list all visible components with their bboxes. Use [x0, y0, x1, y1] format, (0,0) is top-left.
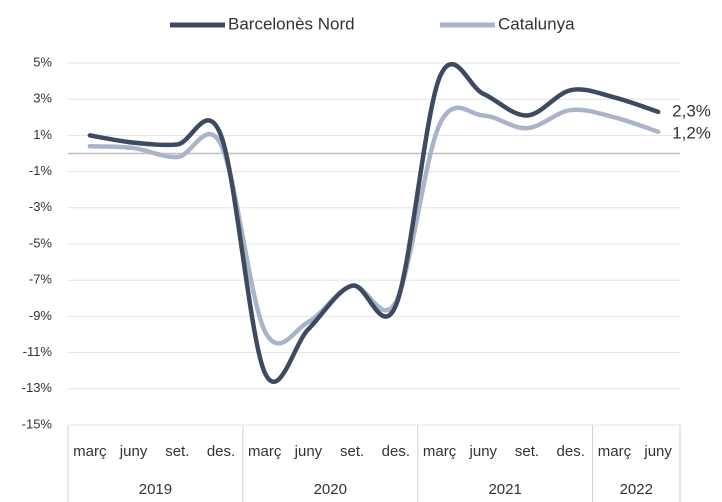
x-tick-label: març: [598, 443, 632, 460]
x-tick-label: març: [73, 443, 107, 460]
y-tick-label: -7%: [29, 272, 53, 287]
data-label: 2,3%: [672, 101, 711, 120]
y-tick-label: 3%: [33, 91, 52, 106]
x-group-label: 2020: [314, 481, 347, 498]
series-line: [87, 61, 661, 384]
x-tick-label: des.: [382, 443, 410, 460]
legend-label: Barcelonès Nord: [228, 14, 355, 33]
y-tick-label: -5%: [29, 235, 53, 250]
x-tick-label: març: [423, 443, 457, 460]
y-tick-label: -3%: [29, 199, 53, 214]
y-tick-label: -9%: [29, 308, 53, 323]
y-tick-label: -15%: [22, 416, 53, 431]
x-tick-label: set.: [515, 443, 539, 460]
x-tick-label: juny: [119, 443, 148, 460]
x-tick-label: juny: [294, 443, 323, 460]
legend-label: Catalunya: [498, 14, 575, 33]
x-tick-label: des.: [207, 443, 235, 460]
x-tick-label: des.: [557, 443, 585, 460]
x-tick-label: juny: [643, 443, 672, 460]
x-tick-label: set.: [340, 443, 364, 460]
x-group-label: 2019: [139, 481, 172, 498]
x-tick-label: set.: [165, 443, 189, 460]
y-tick-label: -1%: [29, 163, 53, 178]
y-tick-label: 5%: [33, 54, 52, 69]
x-tick-label: març: [248, 443, 282, 460]
y-tick-label: 1%: [33, 127, 52, 142]
x-tick-label: juny: [469, 443, 498, 460]
data-label: 1,2%: [672, 123, 711, 142]
y-tick-label: -13%: [22, 380, 53, 395]
y-tick-label: -11%: [23, 344, 53, 359]
x-group-label: 2021: [488, 481, 521, 498]
x-group-label: 2022: [620, 481, 653, 498]
